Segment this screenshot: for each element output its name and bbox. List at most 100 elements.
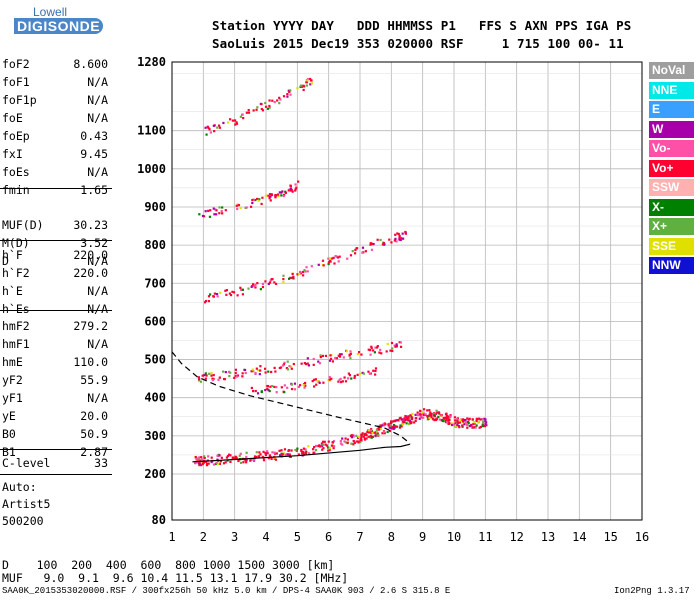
echo-point: [236, 294, 239, 297]
echo-point: [271, 451, 274, 454]
param-row-b1: B1 2.87: [2, 445, 108, 463]
x-tick-label: 8: [388, 530, 395, 544]
echo-point: [392, 420, 395, 423]
echo-point: [309, 77, 312, 81]
echo-point: [220, 456, 223, 459]
echo-point: [252, 370, 255, 373]
echo-point: [376, 432, 379, 435]
echo-point: [357, 435, 361, 438]
echo-point: [388, 429, 392, 433]
echo-point: [430, 412, 433, 415]
echo-point: [333, 262, 336, 265]
echo-point: [218, 462, 221, 465]
echo-point: [323, 440, 326, 443]
echo-point: [193, 461, 197, 464]
echo-point: [330, 377, 333, 380]
echo-point: [370, 432, 373, 435]
echo-point: [204, 299, 208, 303]
echo-point: [444, 420, 448, 424]
echo-point: [424, 413, 427, 416]
param-row-hme: hmE 110.0: [2, 355, 108, 373]
x-tick-label: 6: [325, 530, 332, 544]
echo-point: [365, 434, 368, 437]
echo-point: [266, 452, 269, 455]
echo-point: [373, 431, 376, 434]
echo-point: [380, 352, 383, 355]
echo-point: [378, 351, 381, 354]
echo-point: [474, 426, 477, 429]
echo-point: [204, 460, 208, 463]
echo-point: [432, 414, 436, 417]
echo-point: [224, 461, 227, 464]
echo-point: [287, 449, 291, 452]
echo-point: [255, 108, 258, 111]
echo-point: [239, 206, 242, 210]
echo-point: [278, 191, 281, 194]
echo-point: [399, 345, 403, 348]
echo-point: [388, 238, 391, 241]
echo-point: [283, 448, 287, 451]
echo-point: [379, 425, 382, 428]
echo-point: [372, 242, 375, 246]
echo-point: [287, 89, 290, 92]
echo-point: [437, 415, 440, 419]
echo-point: [385, 350, 388, 353]
echo-point: [293, 382, 297, 385]
x-tick-label: 11: [478, 530, 492, 544]
echo-point: [411, 412, 414, 415]
echo-point: [314, 444, 318, 448]
echo-point: [432, 418, 435, 421]
legend-item-nne: NNE: [649, 81, 694, 99]
echo-point: [332, 256, 335, 259]
echo-point: [397, 419, 400, 422]
echo-point: [327, 449, 330, 452]
echo-point: [286, 368, 290, 371]
echo-point: [478, 426, 481, 429]
echo-point: [201, 462, 204, 466]
echo-point: [312, 357, 315, 361]
echo-point: [234, 374, 237, 378]
echo-point: [340, 380, 343, 384]
echo-point: [275, 452, 278, 455]
echo-point: [305, 266, 308, 269]
echo-point: [448, 422, 451, 425]
echo-point: [312, 385, 316, 388]
echo-point: [327, 440, 330, 443]
echo-point: [349, 434, 353, 438]
echo-point: [312, 363, 315, 366]
echo-point: [250, 285, 253, 288]
echo-point: [271, 384, 274, 388]
y-tick-label: 200: [144, 467, 166, 481]
echo-point: [402, 237, 405, 240]
echo-point: [264, 280, 267, 283]
echo-point: [302, 451, 305, 454]
echo-point: [212, 373, 215, 377]
echo-point: [339, 377, 342, 381]
echo-point: [235, 121, 238, 124]
echo-point: [398, 417, 401, 420]
echo-point: [364, 250, 367, 253]
echo-point: [361, 246, 365, 249]
echo-point: [294, 187, 297, 191]
echo-point: [247, 111, 251, 114]
echo-point: [228, 453, 231, 456]
echo-point: [360, 437, 363, 440]
echo-point: [476, 420, 480, 424]
x-tick-label: 2: [200, 530, 207, 544]
echo-point: [484, 423, 487, 426]
echo-point: [273, 385, 276, 389]
echo-point: [317, 360, 320, 363]
echo-point: [305, 81, 309, 84]
echo-point: [270, 457, 273, 460]
param-value: 279.2: [73, 319, 108, 333]
echo-point: [207, 209, 210, 212]
echo-point: [355, 434, 358, 437]
echo-point: [361, 432, 364, 435]
echo-point: [332, 447, 335, 450]
echo-point: [349, 254, 353, 257]
echo-point: [395, 419, 398, 422]
param-separator: [0, 240, 112, 241]
echo-point: [408, 419, 411, 422]
echo-point: [401, 418, 404, 421]
echo-point: [251, 201, 254, 205]
